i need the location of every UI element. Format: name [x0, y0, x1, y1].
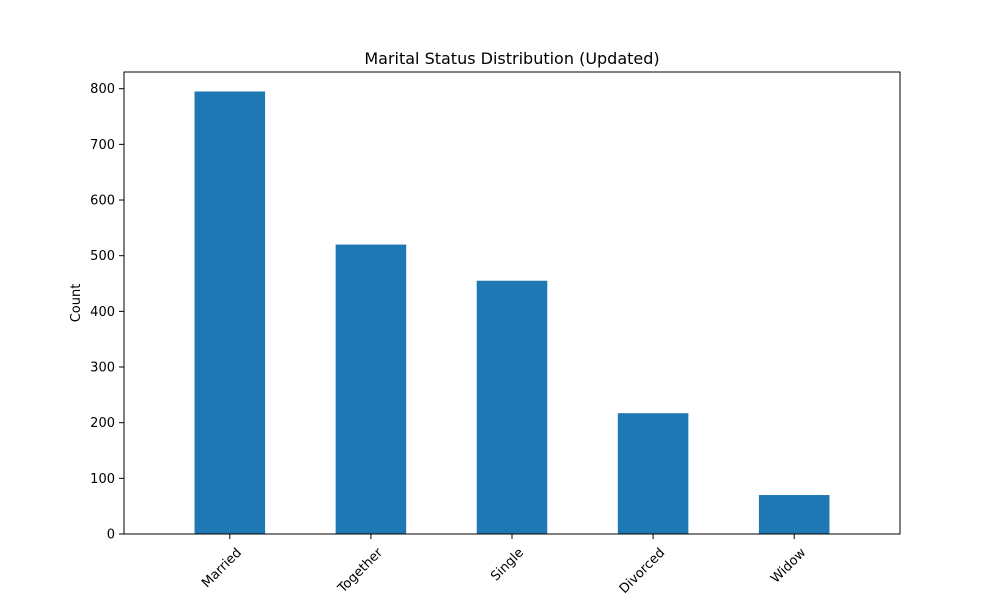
y-tick-label: 400 [90, 305, 115, 320]
bar-divorced [617, 413, 689, 534]
bar-together [335, 244, 407, 535]
y-tick-label: 100 [90, 472, 115, 487]
y-tick-label: 200 [90, 416, 115, 431]
bar-widow [758, 495, 830, 534]
chart-title: Marital Status Distribution (Updated) [364, 49, 659, 68]
bars [194, 91, 830, 535]
y-axis-label: Count [69, 284, 84, 323]
bar-married [194, 91, 266, 534]
y-tick-label: 500 [90, 249, 115, 264]
y-tick-label: 700 [90, 138, 115, 153]
y-axis: 0 100 200 300 400 500 600 700 800 [90, 82, 124, 543]
plot-frame [123, 71, 901, 535]
y-tick-label: 300 [90, 361, 115, 376]
y-tick-label: 800 [90, 82, 115, 97]
y-tick-label: 0 [107, 528, 115, 543]
bar-single [476, 280, 548, 534]
y-tick-label: 600 [90, 194, 115, 209]
